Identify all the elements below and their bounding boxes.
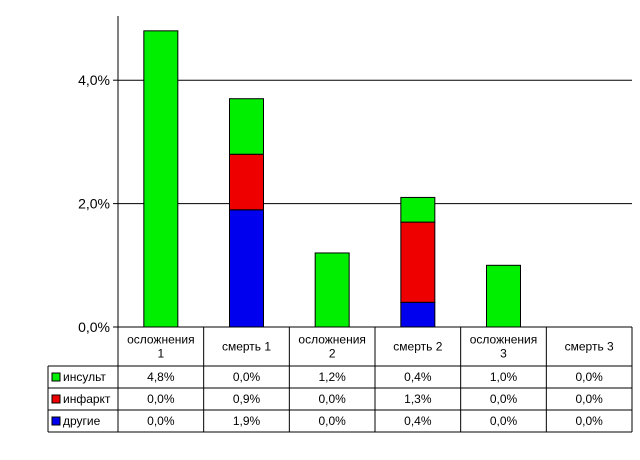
category-label-1-line-1: осложнения [127,333,195,347]
category-label-5-line-2: 3 [500,347,507,361]
category-label-3-line-1: осложнения [298,333,366,347]
data-label-инфаркт-1: 0,0% [147,392,175,406]
legend-label-инфаркт: инфаркт [63,392,111,406]
legend-swatch-инфаркт [51,394,61,404]
data-label-инсульт-2: 0,0% [233,370,261,384]
category-label-1-line-2: 1 [157,347,164,361]
data-label-инсульт-4: 0,4% [404,370,432,384]
data-label-инфаркт-6: 0,0% [575,392,603,406]
data-label-инфаркт-2: 0,9% [233,392,261,406]
data-label-другие-4: 0,4% [404,414,432,428]
bar-инсульт-2 [229,98,264,155]
category-label-4-line-1: смерть 2 [393,340,442,354]
bar-инсульт-4 [400,196,436,223]
y-tick-label-1: 2,0% [78,196,110,212]
y-tick-label-2: 4,0% [78,72,110,88]
data-label-инсульт-1: 4,8% [147,370,175,384]
category-label-2-line-1: смерть 1 [222,340,271,354]
bar-инсульт-1 [143,30,179,328]
data-label-другие-6: 0,0% [575,414,603,428]
data-label-другие-1: 0,0% [147,414,175,428]
legend-label-инсульт: инсульт [63,370,106,384]
legend-label-другие: другие [63,414,101,428]
data-label-другие-3: 0,0% [318,414,346,428]
data-label-инсульт-5: 1,0% [490,370,518,384]
legend-swatch-другие [51,416,61,426]
bar-инсульт-3 [314,252,350,328]
data-label-другие-2: 1,9% [233,414,261,428]
legend-swatch-инсульт [51,372,61,382]
bar-инсульт-5 [486,264,521,328]
bar-инфаркт-4 [400,221,436,303]
category-label-6-line-1: смерть 3 [565,340,614,354]
bar-другие-2 [229,209,264,328]
data-label-инфаркт-3: 0,0% [318,392,346,406]
bar-другие-4 [400,301,436,328]
data-label-инсульт-6: 0,0% [575,370,603,384]
y-tick-label-0: 0,0% [78,319,110,335]
category-label-3-line-2: 2 [329,347,336,361]
data-label-другие-5: 0,0% [490,414,518,428]
category-label-5-line-1: осложнения [470,333,538,347]
data-label-инфаркт-4: 1,3% [404,392,432,406]
data-label-инсульт-3: 1,2% [318,370,346,384]
data-label-инфаркт-5: 0,0% [490,392,518,406]
bar-инфаркт-2 [229,153,264,211]
